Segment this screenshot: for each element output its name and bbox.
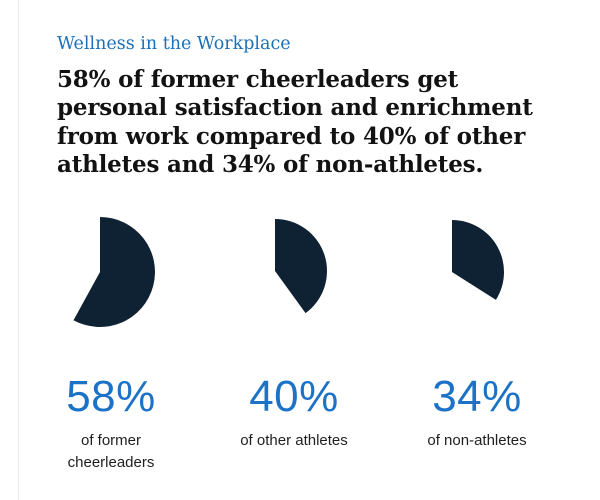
pie-chart-other-athletes bbox=[275, 219, 327, 314]
pie-chart-former-cheerleaders bbox=[73, 217, 155, 327]
pie-caption-label: of former cheerleaders bbox=[67, 432, 155, 471]
left-divider-line bbox=[18, 0, 19, 500]
pie-caption-other-athletes: of other athletes bbox=[214, 430, 374, 452]
pie-caption-former-cheerleaders: of former cheerleaders bbox=[31, 430, 191, 474]
section-title: Wellness in the Workplace bbox=[57, 34, 291, 54]
percent-value-non-athletes: 34% bbox=[432, 372, 522, 421]
percent-value-other-athletes: 40% bbox=[249, 372, 339, 421]
pie-caption-label: of non-athletes bbox=[427, 432, 527, 449]
headline-statistic-text: 58% of former cheerleaders get personal … bbox=[57, 66, 533, 178]
percent-value-former-cheerleaders: 58% bbox=[66, 372, 156, 421]
pie-slice bbox=[275, 219, 327, 314]
pie-chart-non-athletes bbox=[452, 220, 505, 300]
pie-caption-label: of other athletes bbox=[240, 432, 348, 449]
pie-slice bbox=[452, 220, 505, 300]
pie-slice bbox=[73, 217, 155, 327]
pie-caption-non-athletes: of non-athletes bbox=[397, 430, 557, 452]
